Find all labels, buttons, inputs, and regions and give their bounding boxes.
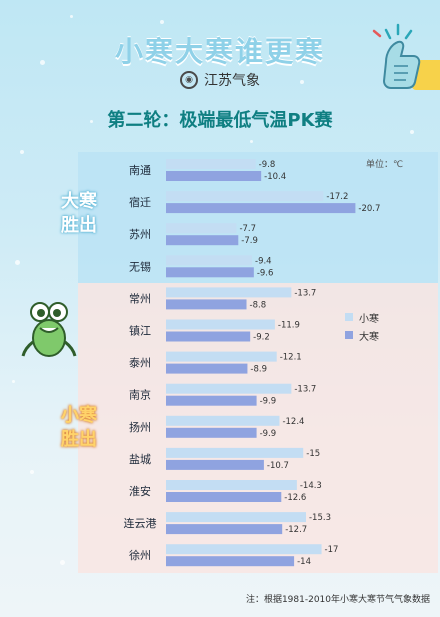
bar-xiaohan	[166, 351, 277, 362]
value-label-xiaohan: -12.1	[280, 353, 302, 363]
bar-xiaohan	[166, 447, 304, 458]
city-label: 徐州	[129, 548, 151, 562]
snow-dot	[20, 150, 24, 154]
legend-swatch-xiaohan	[345, 313, 353, 321]
snow-dot	[40, 60, 45, 65]
value-label-xiaohan: -13.7	[294, 288, 316, 298]
city-label: 淮安	[129, 484, 151, 498]
bar-dahan	[166, 427, 257, 438]
bar-xiaohan	[166, 383, 292, 394]
value-label-xiaohan: -9.8	[259, 160, 276, 170]
bar-xiaohan	[166, 415, 280, 426]
bar-dahan	[166, 299, 247, 310]
legend-label-dahan: 大寒	[359, 331, 379, 343]
snow-dot	[15, 260, 20, 265]
city-label: 南通	[129, 164, 151, 177]
value-label-xiaohan: -17.2	[326, 192, 348, 202]
bar-xiaohan	[166, 255, 253, 266]
bar-xiaohan	[166, 191, 324, 202]
bar-dahan	[166, 235, 239, 246]
value-label-dahan: -10.4	[264, 172, 286, 182]
bar-dahan	[166, 524, 283, 535]
bar-dahan	[166, 556, 295, 567]
city-label: 南京	[129, 388, 151, 402]
legend-item-xiaohan: 小寒	[345, 308, 379, 326]
bar-xiaohan	[166, 544, 322, 555]
bar-dahan	[166, 395, 257, 406]
bar-xiaohan	[166, 319, 275, 330]
value-label-dahan: -12.6	[284, 493, 306, 503]
value-label-xiaohan: -17	[325, 545, 339, 555]
snow-dot	[250, 140, 253, 143]
value-label-dahan: -10.7	[267, 461, 289, 471]
value-label-dahan: -12.7	[285, 525, 307, 535]
bar-dahan	[166, 203, 356, 214]
bar-dahan	[166, 267, 254, 278]
bar-dahan	[166, 363, 248, 374]
city-label: 无锡	[129, 259, 151, 273]
value-label-dahan: -9.9	[260, 429, 277, 439]
city-label: 连云港	[124, 517, 157, 530]
bar-dahan	[166, 459, 264, 470]
city-label: 泰州	[129, 356, 151, 370]
value-label-dahan: -9.6	[257, 268, 274, 278]
bar-xiaohan	[166, 159, 256, 169]
snow-dot	[70, 15, 73, 18]
bar-dahan	[166, 331, 251, 342]
frog-sticker-icon	[21, 302, 77, 357]
brand-logo-icon: ◉	[180, 71, 198, 89]
bar-dahan	[166, 492, 282, 502]
legend-item-dahan: 大寒	[345, 326, 379, 344]
snow-dot	[300, 80, 304, 84]
bar-xiaohan	[166, 223, 237, 234]
value-label-xiaohan: -15.3	[309, 513, 331, 523]
brand-name: 江苏气象	[204, 73, 260, 89]
snow-dot	[160, 20, 164, 24]
value-label-dahan: -9.2	[253, 333, 270, 343]
chart-legend: 小寒 大寒	[345, 308, 379, 344]
value-label-dahan: -9.9	[260, 397, 277, 407]
snow-dot	[410, 130, 414, 134]
bar-dahan	[166, 171, 262, 181]
value-label-dahan: -7.9	[241, 236, 258, 246]
city-label: 常州	[129, 292, 151, 305]
footnote: 注：根据1981-2010年小寒大寒节气气象数据	[245, 595, 430, 605]
value-label-xiaohan: -13.7	[294, 385, 316, 395]
dahan-wins-label: 大寒 胜出	[61, 191, 97, 236]
value-label-xiaohan: -12.4	[282, 417, 304, 427]
snow-dot	[90, 120, 93, 123]
city-label: 苏州	[129, 228, 151, 241]
legend-label-xiaohan: 小寒	[359, 313, 379, 325]
snow-dot	[30, 470, 34, 474]
bar-xiaohan	[166, 480, 297, 490]
page-title: 小寒大寒谁更寒	[114, 35, 325, 68]
value-label-dahan: -8.9	[250, 365, 267, 375]
city-label: 宿迁	[129, 195, 151, 209]
value-label-xiaohan: -14.3	[300, 481, 322, 491]
value-label-xiaohan: -7.7	[239, 224, 256, 234]
bar-xiaohan	[166, 287, 292, 298]
bar-xiaohan	[166, 512, 306, 523]
page-subtitle: 第二轮：极端最低气温PK赛	[107, 110, 333, 131]
unit-label: 单位：℃	[366, 160, 404, 170]
value-label-xiaohan: -11.9	[278, 321, 300, 331]
value-label-dahan: -8.8	[250, 300, 267, 310]
snow-dot	[12, 380, 15, 383]
value-label-xiaohan: -9.4	[255, 256, 272, 266]
value-label-dahan: -14	[297, 557, 311, 567]
city-label: 镇江	[129, 324, 151, 338]
city-label: 扬州	[129, 420, 151, 434]
thumbs-up-icon	[372, 23, 440, 90]
value-label-dahan: -20.7	[358, 204, 380, 214]
city-label: 盐城	[129, 453, 151, 466]
snow-dot	[60, 560, 65, 565]
legend-swatch-dahan	[345, 331, 353, 339]
brand-logo: ◉ 江苏气象	[0, 70, 440, 90]
xiaohan-wins-label: 小寒 胜出	[61, 405, 97, 450]
value-label-xiaohan: -15	[306, 449, 320, 459]
